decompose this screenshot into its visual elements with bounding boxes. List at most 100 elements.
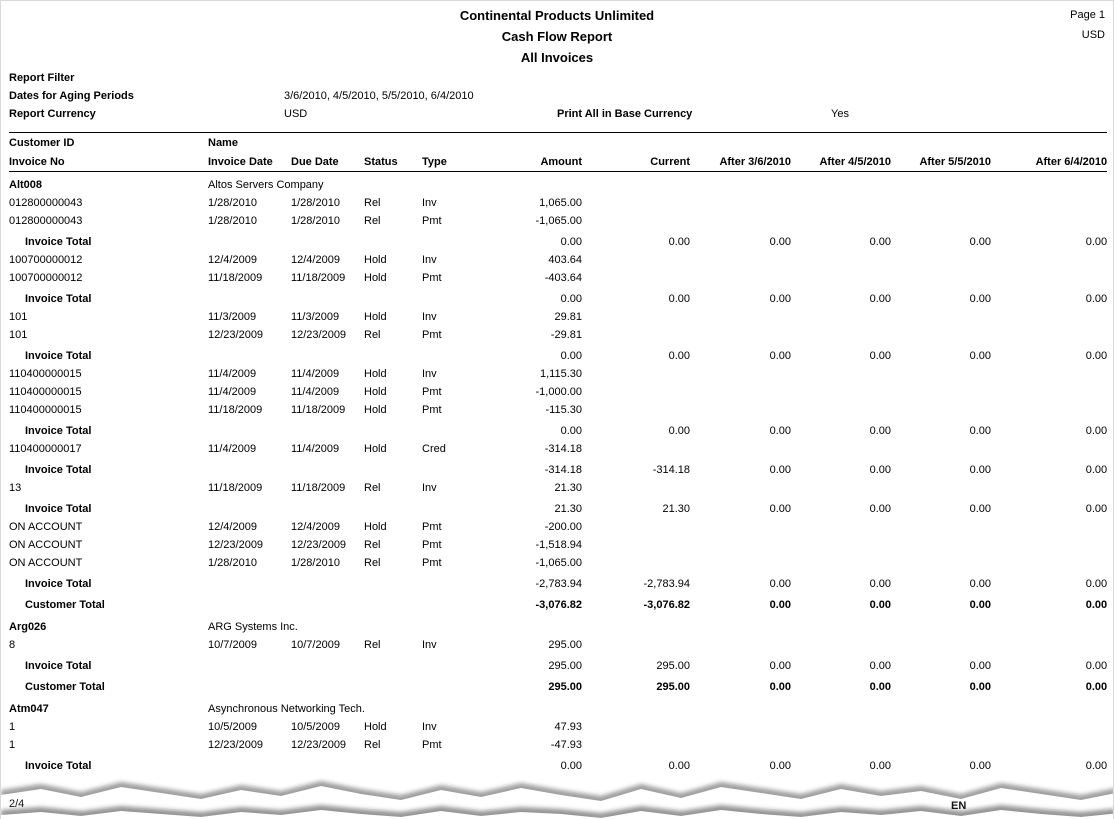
cell xyxy=(791,212,891,230)
cell xyxy=(364,593,422,614)
cell: Rel xyxy=(364,739,381,751)
table-row-detail: 101 12/23/2009 12/23/2009 Rel Pmt -29.81 xyxy=(9,326,1107,344)
cell xyxy=(208,654,291,675)
cell xyxy=(690,440,791,458)
cell: 1 xyxy=(9,739,16,751)
cell: 0.00 xyxy=(869,464,891,476)
cell: 11/4/2009 xyxy=(208,386,257,398)
tear-paper xyxy=(1,786,1113,819)
table-row-detail: 110400000015 11/18/2009 11/18/2009 Hold Pmt -… xyxy=(9,401,1107,419)
cell xyxy=(791,636,891,654)
cell xyxy=(991,269,1107,287)
cell xyxy=(791,536,891,554)
table-row-invoice_total: Invoice Total 295.00 295.00 0.00 0.00 0.00 0.0… xyxy=(9,654,1107,675)
cell xyxy=(991,251,1107,269)
cell-customer-name: Asynchronous Networking Tech. xyxy=(208,703,365,715)
table-row-customer: Alt008 Altos Servers Company xyxy=(9,172,1107,195)
cell: Invoice Total xyxy=(25,236,92,248)
cell xyxy=(422,344,482,365)
table-row-invoice_total: Invoice Total 0.00 0.00 0.00 0.00 0.00 0.00 xyxy=(9,287,1107,308)
cell: 0.00 xyxy=(969,503,991,515)
cell: Invoice Total xyxy=(25,503,92,515)
table-row-customer: Arg026 ARG Systems Inc. xyxy=(9,614,1107,636)
cell xyxy=(991,636,1107,654)
cell: -403.64 xyxy=(544,272,582,284)
cell: 0.00 xyxy=(869,599,891,611)
cell xyxy=(891,383,991,401)
table-row-detail: 110400000015 11/4/2009 11/4/2009 Hold Inv 1,1… xyxy=(9,365,1107,383)
cell: 0.00 xyxy=(869,236,891,248)
group-header-row: Customer ID Name xyxy=(9,133,1107,153)
cell xyxy=(582,440,690,458)
cell xyxy=(291,593,364,614)
cell: Hold xyxy=(364,368,387,380)
cell xyxy=(991,383,1107,401)
cell: Inv xyxy=(422,639,437,651)
cell: 295.00 xyxy=(548,639,582,651)
cell xyxy=(791,401,891,419)
cell: Invoice Total xyxy=(25,350,92,362)
cell xyxy=(690,383,791,401)
cell xyxy=(991,194,1107,212)
table-row-invoice_total: Invoice Total 21.30 21.30 0.00 0.00 0.00 0.00 xyxy=(9,497,1107,518)
cell xyxy=(422,419,482,440)
cell: 0.00 xyxy=(869,293,891,305)
cell: 0.00 xyxy=(769,660,791,672)
cell: 21.30 xyxy=(554,482,582,494)
cell: 0.00 xyxy=(769,236,791,248)
cell xyxy=(582,479,690,497)
cell xyxy=(582,212,690,230)
cell: 110400000015 xyxy=(9,368,82,380)
cell: Rel xyxy=(364,539,381,551)
cell: 1/28/2010 xyxy=(208,215,257,227)
column-header: Due Date xyxy=(291,155,339,168)
cell: 11/18/2009 xyxy=(208,404,263,416)
invoice-table-wrap: Customer ID Name Invoice No Invoice Date D… xyxy=(9,132,1108,775)
cell xyxy=(208,572,291,593)
report-scope: All Invoices xyxy=(520,50,594,65)
cell xyxy=(690,636,791,654)
cell: Pmt xyxy=(422,521,442,533)
cell: 0.00 xyxy=(969,599,991,611)
cell xyxy=(364,754,422,775)
cell xyxy=(291,419,364,440)
table-row-detail: 101 11/3/2009 11/3/2009 Hold Inv 29.81 xyxy=(9,308,1107,326)
cell: Pmt xyxy=(422,539,442,551)
column-header: Type xyxy=(422,155,447,168)
cell xyxy=(791,194,891,212)
cell: 12/23/2009 xyxy=(208,739,264,751)
table-row-detail: ON ACCOUNT 1/28/2010 1/28/2010 Rel Pmt -1,065… xyxy=(9,554,1107,572)
cell xyxy=(690,554,791,572)
tear-bottom-paper xyxy=(1,810,1113,819)
cell xyxy=(991,365,1107,383)
cell xyxy=(422,287,482,308)
cell: 10/7/2009 xyxy=(208,639,257,651)
cell xyxy=(422,230,482,251)
cell xyxy=(891,479,991,497)
cell: 12/4/2009 xyxy=(208,254,257,266)
cell: 1/28/2010 xyxy=(291,215,340,227)
base-currency-value: Yes xyxy=(831,108,849,120)
cell: 1,115.30 xyxy=(539,368,582,380)
cell: 0.00 xyxy=(869,425,891,437)
cell: 0.00 xyxy=(769,503,791,515)
cell: 0.00 xyxy=(1085,350,1108,362)
table-row-customer_total: Customer Total -3,076.82 -3,076.82 0.00 0.00… xyxy=(9,593,1107,614)
cell xyxy=(208,593,291,614)
cell: Inv xyxy=(422,197,437,209)
customer-id-header: Customer ID xyxy=(9,136,75,149)
cell: 0.00 xyxy=(969,293,991,305)
table-row-invoice_total: Invoice Total 0.00 0.00 0.00 0.00 0.00 0.00 xyxy=(9,344,1107,365)
cell xyxy=(582,383,690,401)
cell xyxy=(891,212,991,230)
cell: ON ACCOUNT xyxy=(9,521,83,533)
cell xyxy=(291,654,364,675)
cell: 1/28/2010 xyxy=(208,557,257,569)
column-header: After 6/4/2010 xyxy=(1035,155,1108,168)
cell: 012800000043 xyxy=(9,197,83,209)
cell: 295.00 xyxy=(548,660,582,672)
table-row-detail: 8 10/7/2009 10/7/2009 Rel Inv 295.00 xyxy=(9,636,1107,654)
cell xyxy=(582,269,690,287)
cell: Inv xyxy=(422,721,437,733)
